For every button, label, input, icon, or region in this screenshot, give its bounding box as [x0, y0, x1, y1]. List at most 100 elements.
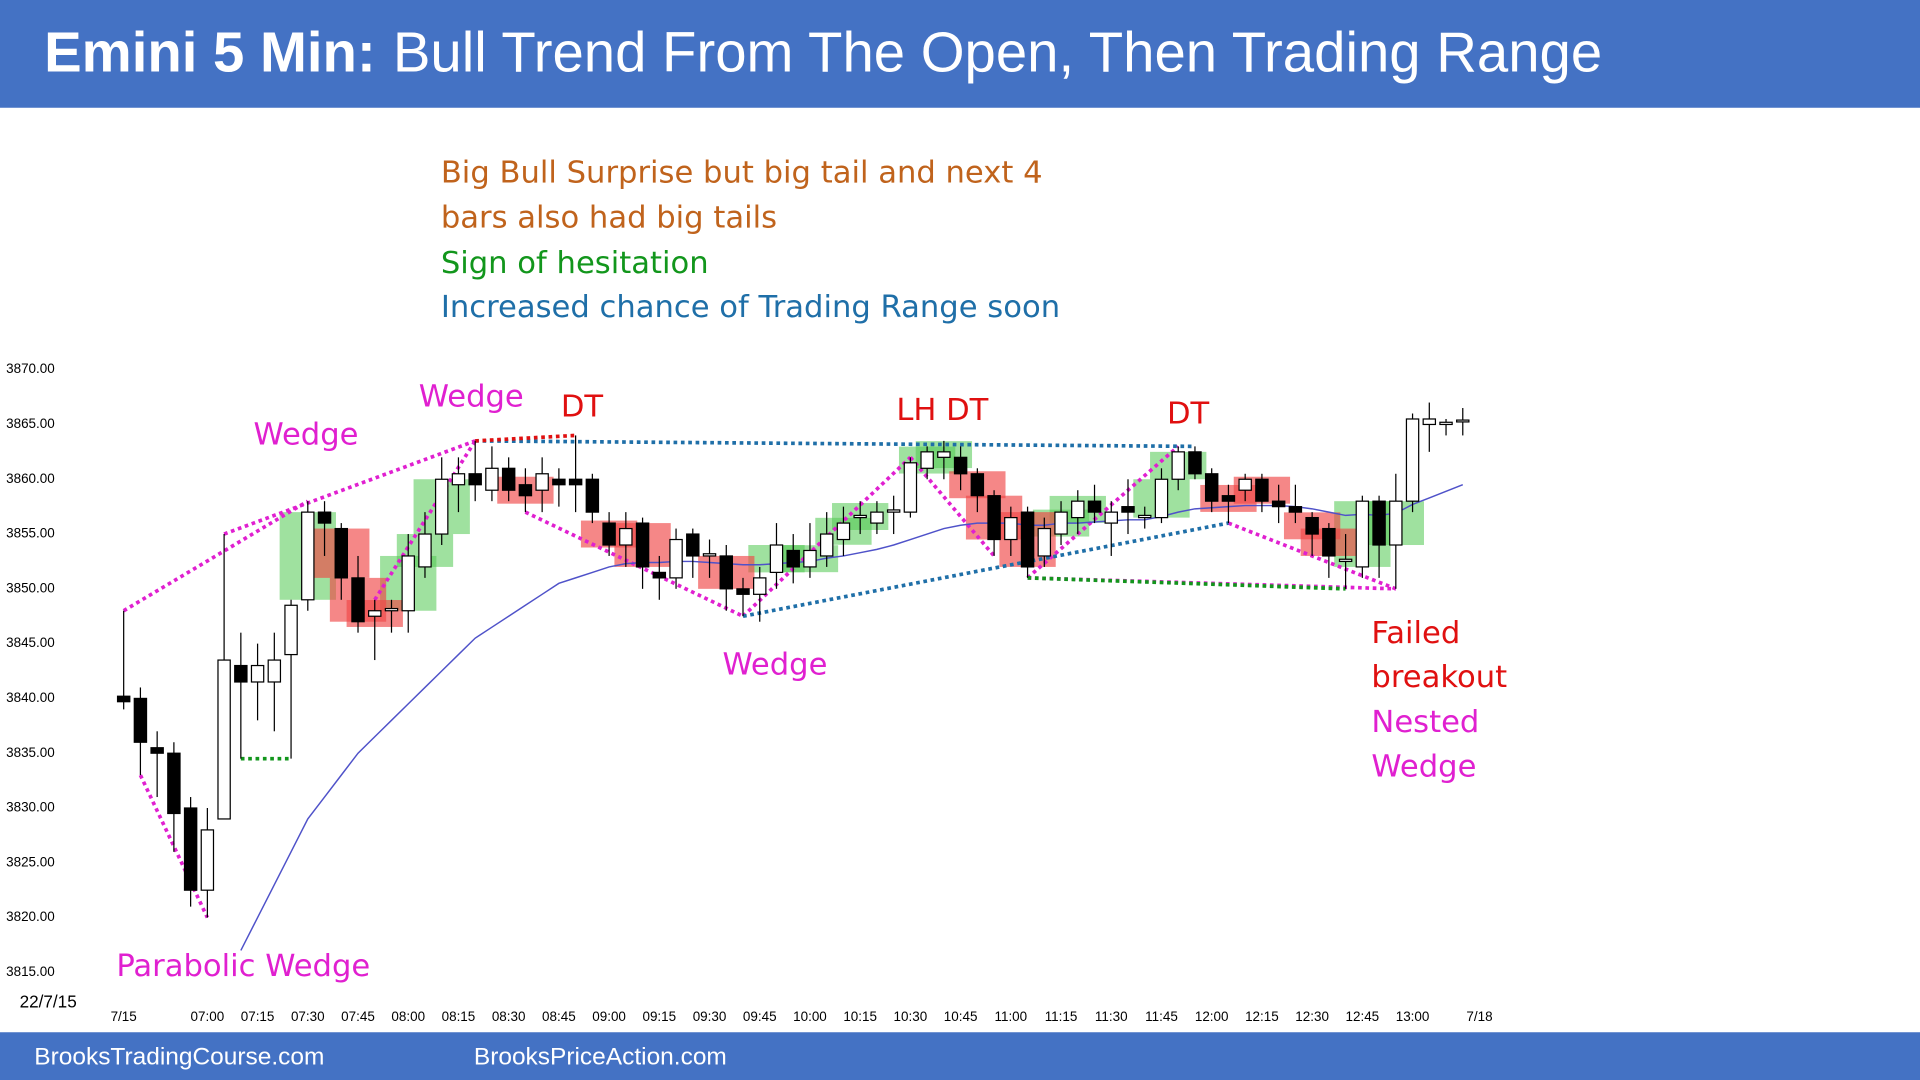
annotation: Nested: [1371, 705, 1479, 740]
annotation: Increased chance of Trading Range soon: [441, 290, 1060, 325]
annotation: Wedge: [1371, 749, 1476, 784]
candle-body: [870, 511, 884, 524]
x-tick-label: 11:00: [994, 1009, 1027, 1024]
candle-body: [1104, 511, 1118, 524]
x-tick-label: 08:00: [391, 1009, 425, 1024]
candle-body: [568, 478, 583, 486]
y-tick-label: 3830.00: [6, 800, 55, 815]
annotation: breakout: [1371, 660, 1507, 695]
candle-body: [234, 664, 248, 683]
candle-body: [987, 495, 1001, 541]
candle-body: [401, 555, 415, 612]
candle-body: [1054, 511, 1068, 535]
x-tick-label: 13:00: [1396, 1009, 1430, 1024]
candle-body: [217, 659, 231, 820]
candle-body: [485, 467, 499, 491]
candle-body: [1188, 451, 1202, 475]
candle-body: [133, 697, 148, 743]
footer-text: BrooksPriceAction.com: [474, 1043, 727, 1070]
candle-body: [953, 456, 968, 475]
trend-line: [223, 439, 476, 536]
trend-line: [475, 439, 1195, 449]
candle-body: [585, 478, 600, 513]
candle-body: [719, 555, 734, 590]
annotation: Wedge: [722, 648, 827, 683]
x-tick-label: 7/18: [1466, 1009, 1492, 1024]
candle-body: [1456, 419, 1470, 423]
candle-body: [552, 478, 566, 486]
x-tick-label: 07:00: [191, 1009, 225, 1024]
candle-body: [1087, 500, 1102, 513]
x-tick-label: 11:30: [1095, 1009, 1128, 1024]
trend-line: [122, 499, 309, 613]
candle-body: [1238, 478, 1252, 491]
candle-body: [468, 473, 482, 486]
candle-body: [167, 752, 181, 815]
annotation: Wedge: [419, 379, 524, 414]
candle-body: [819, 533, 834, 557]
annotation: bars also had big tails: [441, 201, 777, 236]
candle-body: [334, 527, 349, 579]
trend-line: [741, 456, 912, 618]
candle-body: [535, 473, 549, 491]
candle-body: [786, 549, 800, 568]
candle-body: [451, 473, 466, 486]
candle-body: [903, 462, 918, 513]
chart-title: Emini 5 Min: Bull Trend From The Open, Th…: [44, 20, 1602, 83]
title-bold: Emini 5 Min:: [44, 20, 376, 83]
candle-body: [1037, 527, 1052, 557]
candle-body: [518, 484, 533, 497]
x-tick-label: 12:30: [1295, 1009, 1329, 1024]
candle-body: [920, 451, 934, 469]
candle-body: [886, 509, 901, 513]
y-tick-label: 3855.00: [6, 526, 55, 541]
candle-body: [501, 467, 516, 491]
candle-body: [1355, 500, 1370, 568]
plot-area: [116, 402, 1470, 951]
candle-body: [434, 478, 449, 535]
candle-body: [1322, 527, 1336, 557]
x-tick-label: 08:30: [492, 1009, 526, 1024]
candle-body: [150, 747, 164, 754]
candle-body: [368, 610, 382, 617]
candle-body: [1389, 500, 1403, 546]
y-tick-label: 3865.00: [6, 416, 55, 431]
candle-body: [116, 695, 131, 703]
annotation: Parabolic Wedge: [116, 949, 370, 984]
candle-body: [1004, 516, 1018, 541]
x-tick-label: 12:45: [1346, 1009, 1380, 1024]
y-tick-label: 3840.00: [6, 690, 55, 705]
candle-body: [267, 659, 282, 683]
candle-body: [769, 544, 784, 574]
candle-body: [1255, 478, 1269, 502]
candle-body: [1439, 421, 1453, 426]
candle-body: [853, 514, 867, 519]
y-tick-label: 3870.00: [6, 361, 55, 376]
y-tick-label: 3820.00: [6, 909, 55, 924]
candle-body: [351, 577, 365, 623]
candle-body: [1288, 506, 1303, 513]
x-tick-label: 10:15: [843, 1009, 877, 1024]
title-rest: Bull Trend From The Open, Then Trading R…: [393, 20, 1602, 83]
annotation: Wedge: [253, 417, 358, 452]
candle-body: [1071, 500, 1085, 519]
candle-body: [1020, 511, 1035, 568]
candle-body: [301, 511, 315, 601]
candle-body: [686, 533, 700, 557]
candle-body: [1271, 500, 1286, 508]
trend-line: [475, 433, 576, 443]
candle-body: [384, 607, 399, 612]
x-tick-label: 10:45: [944, 1009, 978, 1024]
candle-body: [1405, 418, 1420, 502]
trend-line: [1027, 576, 1346, 591]
y-tick-label: 3860.00: [6, 471, 55, 486]
candle-body: [1204, 473, 1219, 502]
x-tick-label: 07:45: [341, 1009, 375, 1024]
candle-body: [1138, 514, 1152, 519]
y-tick-label: 3815.00: [6, 964, 55, 979]
annotation: Sign of hesitation: [441, 246, 709, 281]
candle-body: [1305, 516, 1319, 535]
candle-body: [284, 604, 298, 656]
annotation: DT: [561, 389, 604, 424]
candle-body: [1221, 495, 1236, 502]
